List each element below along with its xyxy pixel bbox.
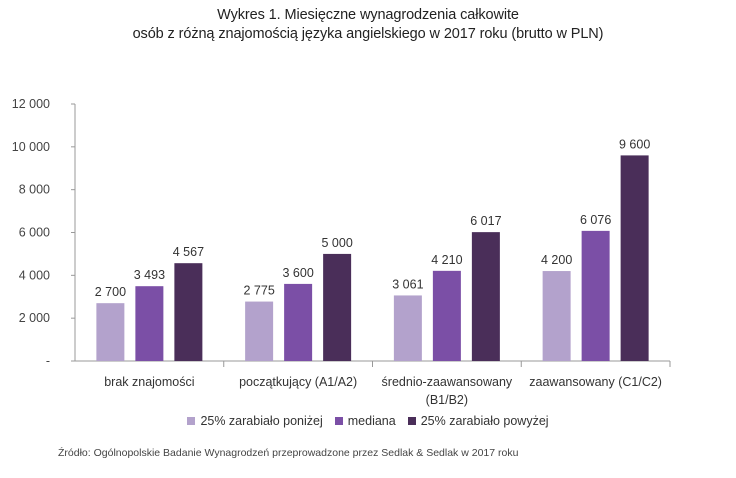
x-tick-label: (B1/B2) <box>426 393 468 407</box>
y-tick-label: 4 000 <box>19 268 50 282</box>
bar <box>174 263 203 361</box>
data-label: 3 600 <box>282 266 313 280</box>
x-tick-label: brak znajomości <box>104 375 194 389</box>
data-label: 3 493 <box>134 268 165 282</box>
data-label: 6 076 <box>580 213 611 227</box>
chart-legend: 25% zarabiało poniżej mediana 25% zarabiał… <box>0 414 736 428</box>
bar <box>471 232 500 361</box>
data-label: 4 200 <box>541 253 572 267</box>
chart-title: Wykres 1. Miesięczne wynagrodzenia całko… <box>217 7 519 23</box>
data-label: 3 061 <box>392 277 423 291</box>
legend-label: 25% zarabiało poniżej <box>200 414 323 428</box>
bar <box>323 253 352 361</box>
x-tick-label: zaawansowany (C1/C2) <box>529 375 662 389</box>
x-tick-label: średnio-zaawansowany <box>382 375 513 389</box>
bar <box>96 303 125 361</box>
y-tick-label: 10 000 <box>12 140 50 154</box>
legend-swatch <box>407 417 416 425</box>
legend-label: mediana <box>347 414 396 428</box>
chart-subtitle: osób z różną znajomością języka angielsk… <box>132 26 604 42</box>
data-label: 2 700 <box>95 285 126 299</box>
legend-item: 25% zarabiało powyżej <box>407 414 549 428</box>
y-tick-label: 8 000 <box>19 183 50 197</box>
data-label: 5 000 <box>321 236 352 250</box>
y-tick-label: 6 000 <box>19 226 50 240</box>
bar <box>245 301 274 361</box>
y-tick-label: 12 000 <box>12 97 50 111</box>
y-tick-label: 2 000 <box>19 311 50 325</box>
legend-swatch <box>334 417 343 425</box>
bar <box>581 230 610 361</box>
data-label: 9 600 <box>619 137 650 151</box>
source-note: Źródło: Ogólnopolskie Badanie Wynagrodze… <box>58 447 519 459</box>
bar <box>620 155 649 361</box>
x-tick-label: początkujący (A1/A2) <box>239 375 357 389</box>
legend-swatch <box>187 417 196 425</box>
data-label: 6 017 <box>470 214 501 228</box>
legend-label: 25% zarabiało powyżej <box>420 414 549 428</box>
legend-item: 25% zarabiało poniżej <box>187 414 323 428</box>
y-tick-label: - <box>46 354 50 368</box>
bar <box>284 283 313 361</box>
bar <box>432 270 461 361</box>
data-label: 4 567 <box>173 245 204 259</box>
data-label: 2 775 <box>243 284 274 298</box>
data-label: 4 210 <box>431 253 462 267</box>
legend-item: mediana <box>334 414 396 428</box>
bar <box>135 286 164 361</box>
bar <box>393 295 422 361</box>
bar <box>542 271 571 361</box>
